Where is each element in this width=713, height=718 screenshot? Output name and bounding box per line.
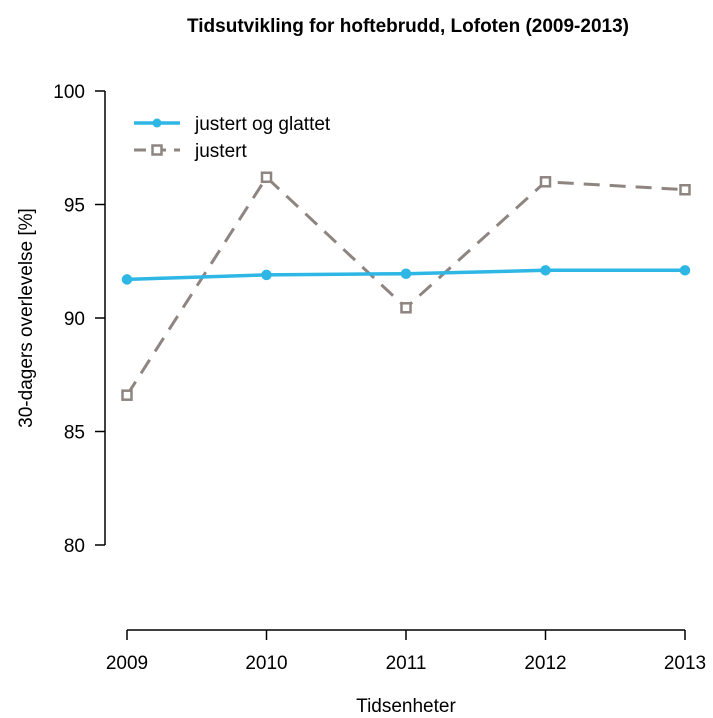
y-tick-label: 100 [53,82,85,103]
data-point [400,268,412,279]
data-point [400,302,412,314]
legend-item: justert [134,141,247,162]
legend-label: justert [194,141,247,162]
x-tick-label: 2012 [524,653,566,674]
series-line [125,174,686,397]
y-tick-label: 95 [64,196,85,217]
y-axis-label: 30-dagers overlevelse [%] [16,208,37,428]
x-axis: 2009 2010 2011 2012 2013 [106,629,706,674]
x-tick-label: 2010 [245,653,287,674]
chart-title: Tidsutvikling for hoftebrudd, Lofoten (2… [187,16,629,37]
data-point [260,171,273,184]
data-point [540,265,551,276]
data-point [679,183,691,196]
y-axis: 80 85 90 95 100 [53,82,106,557]
y-tick-label: 80 [64,536,85,557]
legend-item: justert og glattet [134,114,331,135]
data-point [121,389,133,401]
legend-label: justert og glattet [194,114,331,135]
y-tick-label: 90 [64,309,85,330]
x-axis-label: Tidsenheter [356,696,456,717]
legend: justert og glattet justert [134,114,331,162]
y-tick-label: 85 [64,423,85,444]
x-tick-label: 2009 [106,653,148,674]
data-point [539,176,552,188]
data-point [679,265,691,276]
legend-marker [151,144,163,156]
legend-marker [152,118,162,128]
series-layer [121,171,691,401]
series-justert-og-glattet [121,265,691,285]
series-justert [121,171,691,401]
data-point [121,274,133,285]
data-point [261,269,272,281]
x-tick-label: 2013 [664,653,706,674]
x-tick-label: 2011 [386,653,427,674]
